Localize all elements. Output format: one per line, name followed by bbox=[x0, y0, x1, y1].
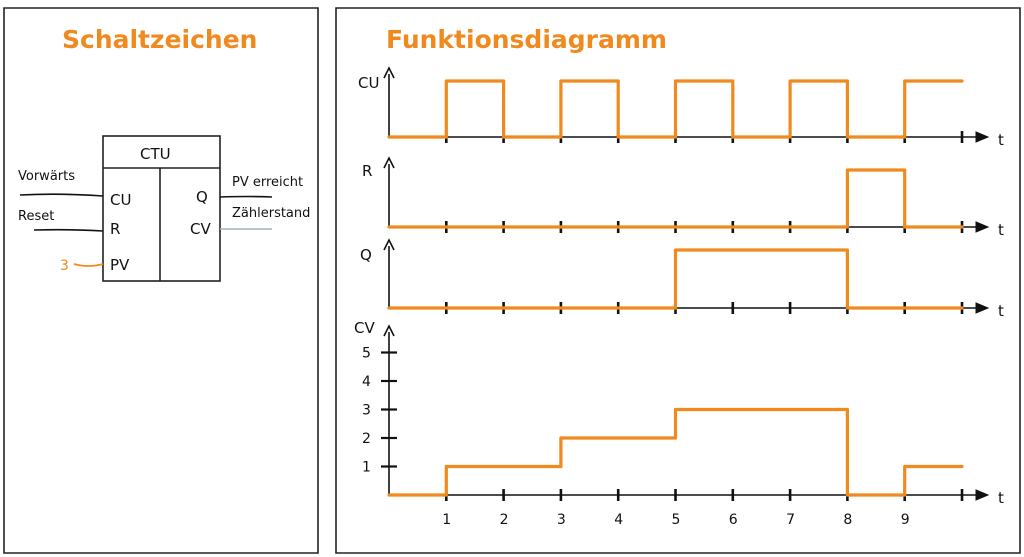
wire-pv bbox=[73, 263, 104, 267]
y-axis-arrow-cv bbox=[383, 324, 395, 337]
ctu-input-r: R bbox=[110, 220, 120, 238]
cv-y-tick-label-3: 3 bbox=[362, 403, 371, 419]
y-axis-arrow-r bbox=[383, 156, 395, 169]
x-tick-label-6: 6 bbox=[729, 512, 738, 528]
wire-label-reset: Reset bbox=[18, 209, 54, 224]
x-tick-label-8: 8 bbox=[843, 512, 852, 528]
ctu-name: CTU bbox=[140, 145, 171, 163]
y-axis-arrow-q bbox=[383, 238, 395, 251]
y-axis-label-cv: CV bbox=[354, 319, 375, 337]
x-axis-arrow-q bbox=[975, 302, 990, 314]
x-axis-label-r: t bbox=[998, 221, 1004, 239]
signal-r bbox=[387, 168, 964, 229]
x-tick-label-5: 5 bbox=[672, 512, 681, 528]
ctu-block: CTU CU R PV Q CV Vorwärts Reset 3 PV err… bbox=[18, 135, 310, 282]
x-axis-label-q: t bbox=[998, 302, 1004, 320]
signal-cv bbox=[387, 407, 964, 497]
pv-value: 3 bbox=[60, 258, 69, 274]
cv-y-tick-label-2: 2 bbox=[362, 431, 371, 447]
y-axis-label-q: Q bbox=[360, 246, 372, 264]
y-axis-label-r: R bbox=[362, 162, 372, 180]
x-tick-label-9: 9 bbox=[901, 512, 910, 528]
x-tick-label-3: 3 bbox=[557, 512, 566, 528]
signal-q bbox=[387, 248, 964, 310]
right-panel-frame bbox=[335, 7, 1021, 554]
x-tick-label-7: 7 bbox=[786, 512, 795, 528]
left-panel-frame bbox=[3, 7, 319, 554]
ctu-input-cu: CU bbox=[110, 191, 131, 209]
wire-label-vorwaerts: Vorwärts bbox=[18, 169, 75, 184]
x-tick-label-4: 4 bbox=[614, 512, 623, 528]
right-panel-title: Funktionsdiagramm bbox=[386, 25, 667, 54]
x-axis-label-cv: t bbox=[998, 489, 1004, 507]
y-axis-label-cu: CU bbox=[358, 74, 379, 92]
x-axis-arrow-r bbox=[975, 221, 990, 233]
cv-y-tick-label-4: 4 bbox=[362, 374, 371, 390]
ctu-box bbox=[102, 135, 221, 282]
y-axis-arrow-cu bbox=[383, 66, 395, 79]
signal-cu bbox=[387, 79, 964, 139]
cv-y-tick-label-5: 5 bbox=[362, 346, 371, 362]
wire-label-pv-erreicht: PV erreicht bbox=[232, 175, 303, 190]
x-axis-label-cu: t bbox=[998, 131, 1004, 149]
cv-y-tick-label-1: 1 bbox=[362, 460, 371, 476]
left-panel-title: Schaltzeichen bbox=[62, 25, 257, 54]
wire-reset bbox=[33, 228, 104, 232]
wire-vorwaerts bbox=[19, 193, 104, 197]
wire-label-zaehlerstand: Zählerstand bbox=[232, 206, 310, 221]
wire-pv-erreicht bbox=[219, 195, 273, 198]
x-axis-arrow-cu bbox=[975, 131, 990, 143]
x-axis-arrow-cv bbox=[975, 489, 990, 501]
x-tick-label-1: 1 bbox=[442, 512, 451, 528]
x-tick-label-2: 2 bbox=[500, 512, 509, 528]
ctu-output-cv: CV bbox=[190, 220, 211, 238]
ctu-output-q: Q bbox=[196, 188, 208, 206]
timing-charts: CU t Rt Qt CV t 1 2 3 4 5 1 2 3 4 5 6 7 8 9 bbox=[354, 66, 1004, 528]
ctu-input-pv: PV bbox=[110, 256, 130, 274]
